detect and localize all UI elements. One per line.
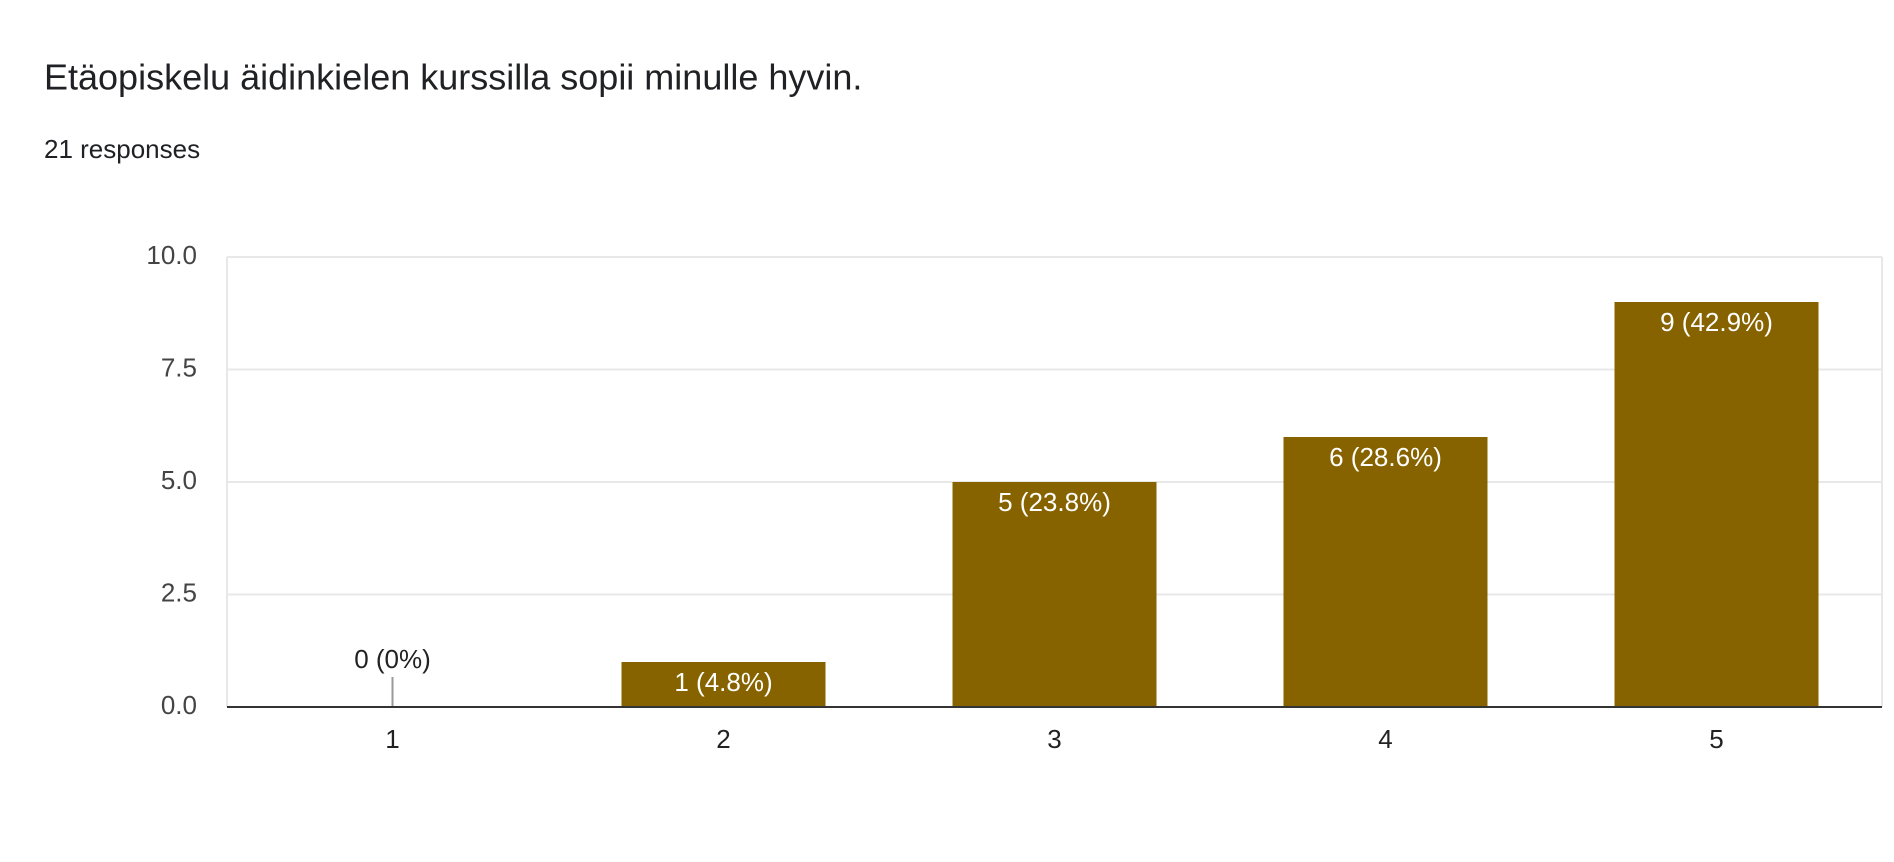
x-tick-label: 4	[1378, 724, 1392, 754]
value-label: 6 (28.6%)	[1329, 442, 1442, 472]
y-tick-label: 2.5	[161, 577, 197, 607]
y-tick-label: 5.0	[161, 465, 197, 495]
value-label: 9 (42.9%)	[1660, 307, 1773, 337]
x-tick-label: 5	[1709, 724, 1723, 754]
chart-subtitle: 21 responses	[44, 134, 200, 164]
bar	[952, 482, 1157, 707]
chart-title: Etäopiskelu äidinkielen kurssilla sopii …	[44, 57, 862, 98]
x-tick-label: 3	[1047, 724, 1061, 754]
y-tick-label: 7.5	[161, 352, 197, 382]
y-tick-label: 0.0	[161, 690, 197, 720]
bar	[1614, 302, 1819, 707]
bar	[621, 662, 826, 707]
value-label: 5 (23.8%)	[998, 487, 1111, 517]
x-tick-label: 1	[385, 724, 399, 754]
value-label: 1 (4.8%)	[674, 667, 772, 697]
bar	[1283, 437, 1488, 707]
value-label: 0 (0%)	[354, 644, 431, 674]
y-tick-label: 10.0	[146, 240, 197, 270]
x-tick-label: 2	[716, 724, 730, 754]
